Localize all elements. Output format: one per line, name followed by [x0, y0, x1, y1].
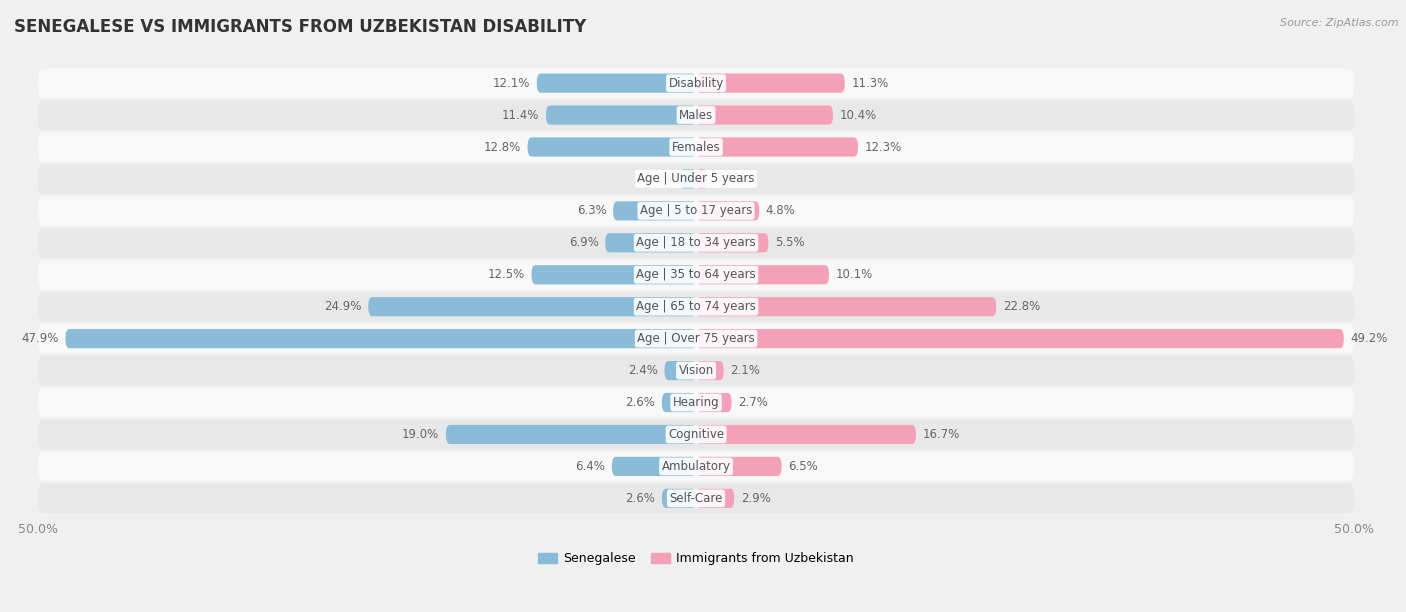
FancyBboxPatch shape — [38, 356, 1354, 386]
FancyBboxPatch shape — [696, 73, 845, 92]
FancyBboxPatch shape — [368, 297, 696, 316]
FancyBboxPatch shape — [696, 297, 997, 316]
FancyBboxPatch shape — [38, 196, 1354, 226]
Text: 2.6%: 2.6% — [626, 492, 655, 505]
FancyBboxPatch shape — [696, 361, 724, 380]
Text: Source: ZipAtlas.com: Source: ZipAtlas.com — [1281, 18, 1399, 28]
FancyBboxPatch shape — [696, 233, 769, 252]
FancyBboxPatch shape — [38, 420, 1354, 449]
FancyBboxPatch shape — [38, 228, 1354, 258]
FancyBboxPatch shape — [38, 260, 1354, 289]
FancyBboxPatch shape — [696, 138, 858, 157]
Text: 22.8%: 22.8% — [1002, 300, 1040, 313]
FancyBboxPatch shape — [696, 105, 832, 125]
Text: 2.9%: 2.9% — [741, 492, 770, 505]
Text: 12.5%: 12.5% — [488, 268, 524, 282]
Text: 11.4%: 11.4% — [502, 108, 540, 122]
Text: 2.7%: 2.7% — [738, 396, 768, 409]
Text: Age | 5 to 17 years: Age | 5 to 17 years — [640, 204, 752, 217]
FancyBboxPatch shape — [696, 265, 830, 285]
Text: 11.3%: 11.3% — [852, 76, 889, 89]
Text: 19.0%: 19.0% — [402, 428, 439, 441]
Text: 24.9%: 24.9% — [325, 300, 361, 313]
Text: 5.5%: 5.5% — [775, 236, 804, 249]
Text: 2.6%: 2.6% — [626, 396, 655, 409]
FancyBboxPatch shape — [537, 73, 696, 92]
Text: 6.3%: 6.3% — [576, 204, 606, 217]
FancyBboxPatch shape — [38, 483, 1354, 513]
Text: Cognitive: Cognitive — [668, 428, 724, 441]
Text: 0.85%: 0.85% — [714, 173, 751, 185]
FancyBboxPatch shape — [696, 425, 915, 444]
FancyBboxPatch shape — [38, 164, 1354, 193]
FancyBboxPatch shape — [696, 393, 731, 412]
Text: 10.1%: 10.1% — [835, 268, 873, 282]
Text: 47.9%: 47.9% — [21, 332, 59, 345]
Text: 6.4%: 6.4% — [575, 460, 605, 473]
FancyBboxPatch shape — [38, 100, 1354, 130]
Text: 4.8%: 4.8% — [766, 204, 796, 217]
FancyBboxPatch shape — [38, 388, 1354, 417]
Text: 2.1%: 2.1% — [730, 364, 761, 377]
Text: Age | Under 5 years: Age | Under 5 years — [637, 173, 755, 185]
FancyBboxPatch shape — [662, 393, 696, 412]
FancyBboxPatch shape — [605, 233, 696, 252]
Text: 6.5%: 6.5% — [789, 460, 818, 473]
Text: SENEGALESE VS IMMIGRANTS FROM UZBEKISTAN DISABILITY: SENEGALESE VS IMMIGRANTS FROM UZBEKISTAN… — [14, 18, 586, 36]
Text: Age | 18 to 34 years: Age | 18 to 34 years — [636, 236, 756, 249]
FancyBboxPatch shape — [546, 105, 696, 125]
FancyBboxPatch shape — [612, 457, 696, 476]
FancyBboxPatch shape — [681, 170, 696, 188]
Text: 49.2%: 49.2% — [1350, 332, 1388, 345]
FancyBboxPatch shape — [665, 361, 696, 380]
Text: 12.3%: 12.3% — [865, 141, 901, 154]
Text: Disability: Disability — [668, 76, 724, 89]
Text: Age | Over 75 years: Age | Over 75 years — [637, 332, 755, 345]
Text: Ambulatory: Ambulatory — [662, 460, 731, 473]
FancyBboxPatch shape — [38, 324, 1354, 353]
Text: Age | 65 to 74 years: Age | 65 to 74 years — [636, 300, 756, 313]
Text: 16.7%: 16.7% — [922, 428, 960, 441]
Text: 2.4%: 2.4% — [628, 364, 658, 377]
FancyBboxPatch shape — [38, 452, 1354, 481]
Text: Males: Males — [679, 108, 713, 122]
FancyBboxPatch shape — [696, 170, 707, 188]
FancyBboxPatch shape — [696, 201, 759, 220]
Text: Hearing: Hearing — [672, 396, 720, 409]
Text: 1.2%: 1.2% — [644, 173, 673, 185]
FancyBboxPatch shape — [696, 489, 734, 508]
Text: Self-Care: Self-Care — [669, 492, 723, 505]
FancyBboxPatch shape — [66, 329, 696, 348]
FancyBboxPatch shape — [38, 292, 1354, 321]
Legend: Senegalese, Immigrants from Uzbekistan: Senegalese, Immigrants from Uzbekistan — [533, 547, 859, 570]
FancyBboxPatch shape — [38, 132, 1354, 162]
Text: 10.4%: 10.4% — [839, 108, 877, 122]
FancyBboxPatch shape — [446, 425, 696, 444]
FancyBboxPatch shape — [531, 265, 696, 285]
FancyBboxPatch shape — [38, 69, 1354, 98]
Text: Age | 35 to 64 years: Age | 35 to 64 years — [636, 268, 756, 282]
Text: 12.1%: 12.1% — [492, 76, 530, 89]
Text: 12.8%: 12.8% — [484, 141, 522, 154]
FancyBboxPatch shape — [613, 201, 696, 220]
FancyBboxPatch shape — [662, 489, 696, 508]
FancyBboxPatch shape — [696, 457, 782, 476]
Text: Females: Females — [672, 141, 720, 154]
Text: Vision: Vision — [679, 364, 714, 377]
FancyBboxPatch shape — [527, 138, 696, 157]
FancyBboxPatch shape — [696, 329, 1344, 348]
Text: 6.9%: 6.9% — [569, 236, 599, 249]
